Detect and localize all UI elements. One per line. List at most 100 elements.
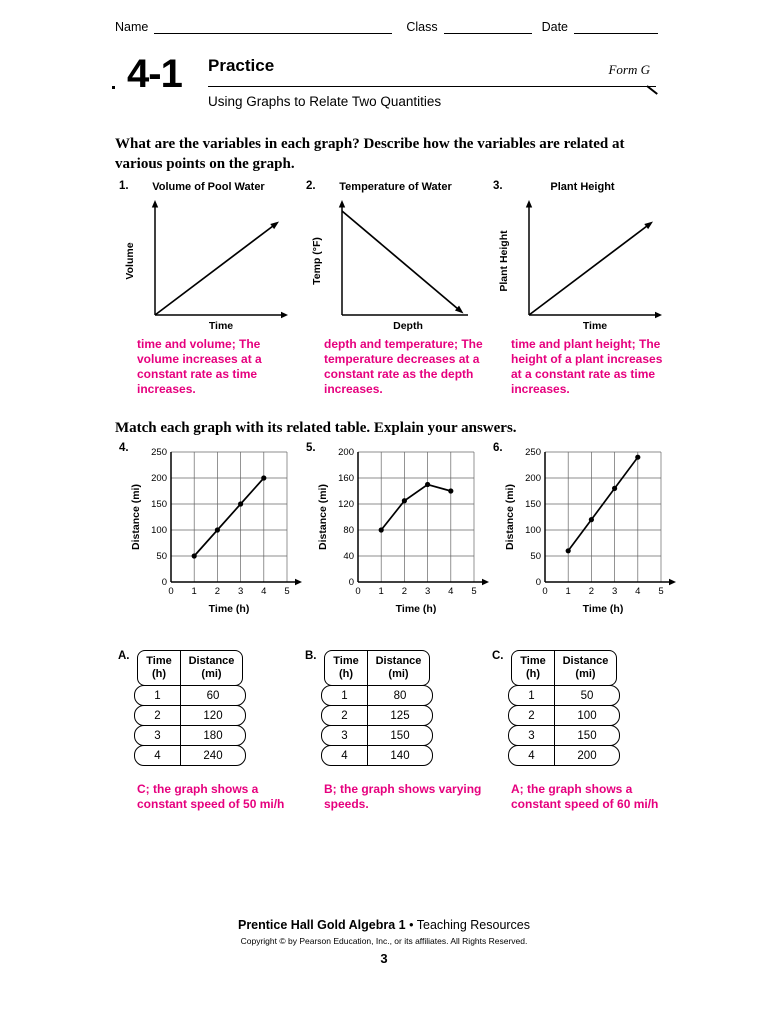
svg-text:1: 1 <box>379 586 384 597</box>
graph-3-canvas: Plant Height Time <box>498 200 662 332</box>
trend-arrow <box>270 221 279 230</box>
y-axis-label: Distance (mi) <box>504 484 516 550</box>
svg-text:5: 5 <box>471 586 476 597</box>
y-axis-label: Plant Height <box>498 230 510 292</box>
trend-arrow <box>644 221 653 230</box>
line-chart-4: 4. 0 50 100 150 200 250 0 1 2 3 4 5 Time (h) Distance… <box>115 442 302 623</box>
svg-text:3: 3 <box>238 586 243 597</box>
graph-3-title: Plant Height <box>550 181 615 193</box>
svg-text:50: 50 <box>156 551 167 562</box>
table-B: Time (h) Distance (mi) 1 80 2 125 3 150 4 140 <box>321 650 433 766</box>
table-row: 3 150 <box>508 725 620 746</box>
line-chart-6: 6. 0 50 100 150 200 250 0 1 2 3 4 5 Time (h) Distance… <box>489 442 676 623</box>
x-axis-arrow <box>482 578 489 586</box>
data-point <box>191 553 197 559</box>
trend-line <box>154 225 274 316</box>
chart-svg: 0 50 100 150 200 250 0 1 2 3 4 5 Time (h) Distance (m… <box>504 447 676 615</box>
line-charts-row: 4. 0 50 100 150 200 250 0 1 2 3 4 5 Time (h) Distance… <box>115 442 676 623</box>
name-blank-line <box>154 20 393 34</box>
table-C-answer: A; the graph shows a constant speed of 6… <box>511 782 659 811</box>
table-A-answer: C; the graph shows a constant speed of 5… <box>137 782 285 811</box>
svg-text:200: 200 <box>338 447 354 458</box>
line-chart-5: 5. 0 40 80 120 160 200 0 1 2 3 4 5 Time (h) Distance … <box>302 442 489 623</box>
y-axis-label: Volume <box>124 242 136 279</box>
svg-text:0: 0 <box>355 586 360 597</box>
table-row: 4 200 <box>508 745 620 766</box>
table-A-header: Time (h) Distance (mi) <box>137 650 243 686</box>
bullet-separator: • <box>409 918 414 932</box>
svg-text:200: 200 <box>525 473 541 484</box>
lesson-header: 4-1 Practice Form G Using Graphs to Rela… <box>112 50 658 122</box>
time-header: Time (h) <box>146 655 172 680</box>
x-axis-label: Time (h) <box>209 603 250 615</box>
x-axis-arrow <box>295 578 302 586</box>
svg-text:250: 250 <box>525 447 541 458</box>
svg-text:0: 0 <box>162 577 167 588</box>
table-row: 3 180 <box>134 725 246 746</box>
x-axis-arrow <box>655 311 662 319</box>
chart-5-canvas: 0 40 80 120 160 200 0 1 2 3 4 5 Time (h) Distance (mi… <box>316 444 489 623</box>
table-B-answer: B; the graph shows varying speeds. <box>324 782 482 811</box>
y-axis-arrow <box>151 200 159 208</box>
svg-text:4: 4 <box>448 586 453 597</box>
distance-header: Distance (mi) <box>367 651 429 685</box>
x-axis-label: Depth <box>393 320 423 332</box>
qualitative-graphs-row: 1. Volume of Pool Water Volume Time time… <box>115 180 676 397</box>
svg-text:150: 150 <box>151 499 167 510</box>
svg-text:40: 40 <box>343 551 354 562</box>
lesson-number: 4-1 <box>127 52 183 96</box>
graph-1-canvas: Volume Time <box>124 200 288 332</box>
data-series-line <box>193 477 265 557</box>
data-point <box>448 488 454 494</box>
table-row: 2 120 <box>134 705 246 726</box>
answer-3: time and plant height; The height of a p… <box>511 337 663 396</box>
svg-text:250: 250 <box>151 447 167 458</box>
match-instruction: Match each graph with its related table.… <box>115 420 517 436</box>
svg-text:2: 2 <box>215 586 220 597</box>
qual-graph-3: 3. Plant Height Plant Height Time time a… <box>489 180 676 397</box>
svg-text:100: 100 <box>525 525 541 536</box>
svg-text:5: 5 <box>284 586 289 597</box>
svg-text:2: 2 <box>402 586 407 597</box>
lesson-subtitle: Using Graphs to Relate Two Quantities <box>208 94 442 109</box>
svg-text:1: 1 <box>566 586 571 597</box>
answer-2: depth and temperature; The temperature d… <box>324 337 483 396</box>
page-number: 3 <box>380 951 388 966</box>
data-point <box>378 527 384 533</box>
data-point <box>401 498 407 504</box>
data-point <box>635 454 641 460</box>
y-axis-label: Distance (mi) <box>130 484 142 550</box>
graph-2-canvas: Temp (°F) Depth <box>311 200 468 332</box>
table-C: Time (h) Distance (mi) 1 50 2 100 3 150 4 200 <box>508 650 620 766</box>
distance-header: Distance (mi) <box>180 651 242 685</box>
problem-number-1: 1. <box>119 180 129 192</box>
trend-line <box>528 225 648 316</box>
qual-graph-2: 2. Temperature of Water Temp (°F) Depth … <box>302 180 489 397</box>
data-series-line <box>567 456 639 552</box>
problem-number-3: 3. <box>493 180 503 192</box>
svg-text:5: 5 <box>658 586 663 597</box>
data-point <box>425 481 431 488</box>
print-mark <box>112 86 115 89</box>
svg-text:0: 0 <box>536 577 541 588</box>
chart-6-canvas: 0 50 100 150 200 250 0 1 2 3 4 5 Time (h) Distance (m… <box>503 444 676 623</box>
problem-number-5: 5. <box>306 442 316 454</box>
y-axis-arrow <box>525 200 533 208</box>
svg-text:3: 3 <box>425 586 430 597</box>
x-axis-label: Time (h) <box>396 603 437 615</box>
svg-text:0: 0 <box>168 586 173 597</box>
y-axis-label: Distance (mi) <box>317 484 329 550</box>
data-point <box>565 548 571 554</box>
chart-svg: 0 50 100 150 200 250 0 1 2 3 4 5 Time (h) Distance (m… <box>130 447 302 615</box>
table-B-header: Time (h) Distance (mi) <box>324 650 430 686</box>
class-label: Class <box>406 20 438 34</box>
graph-2-title: Temperature of Water <box>339 181 452 193</box>
series-rest: Teaching Resources <box>416 918 531 932</box>
distance-header: Distance (mi) <box>554 651 616 685</box>
name-class-date-row: Name Class Date <box>115 20 659 34</box>
form-label: Form G <box>608 62 650 77</box>
svg-text:1: 1 <box>192 586 197 597</box>
table-row: 4 140 <box>321 745 433 766</box>
